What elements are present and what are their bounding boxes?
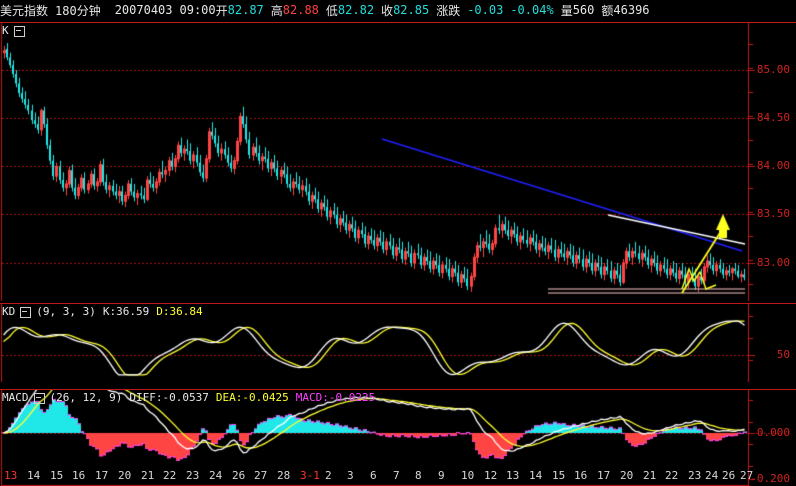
date-tick-label: 13: [4, 469, 18, 482]
macd-params[interactable]: (26, 12, 9): [49, 391, 123, 404]
date-tick-label: 3: [347, 469, 354, 482]
date-tick-label: 17: [95, 469, 109, 482]
date-axis: 13 14 15 16 17 20 21 22 23 24 26 27 28 3-1 2 3 6 7 8 9 10 12 1…: [0, 469, 796, 485]
date-tick-label: 17: [597, 469, 611, 482]
date-tick-label: 23: [186, 469, 200, 482]
price-panel-header: K: [2, 24, 30, 38]
kd-d-label: D:: [156, 305, 170, 318]
date-tick-label: 22: [665, 469, 679, 482]
macd-macd-value: -0.0225: [328, 391, 376, 404]
date-tick-label: 15: [50, 469, 64, 482]
date-tick-label: 27: [740, 469, 754, 482]
quote-date: 20070403: [114, 3, 173, 17]
low-label: 低: [325, 3, 338, 18]
macd-macd-label: MACD:: [295, 391, 329, 404]
kd-params[interactable]: (9, 3, 3): [36, 305, 96, 318]
macd-diff-value: -0.0537: [162, 391, 209, 404]
date-tick-label: 28: [277, 469, 291, 482]
change-percent-value: -0.04%: [510, 3, 554, 17]
date-tick-label: 23: [688, 469, 702, 482]
kd-chart-canvas[interactable]: [0, 304, 796, 382]
volume-label: 量: [560, 3, 573, 18]
date-tick-label: 14: [27, 469, 41, 482]
kd-panel-title: KD: [2, 305, 16, 318]
kd-d-value: 36.84: [169, 305, 203, 318]
date-tick-label: 15: [552, 469, 566, 482]
amount-label: 额: [601, 3, 614, 18]
date-tick-label: 24: [209, 469, 223, 482]
volume-value: 560: [572, 3, 595, 17]
date-tick-label: 6: [370, 469, 377, 482]
macd-diff-label: DIFF:: [129, 391, 163, 404]
kd-indicator-panel[interactable]: KD (9, 3, 3) K: 36.59 D: 36.84 50: [0, 303, 796, 382]
kd-panel-header: KD (9, 3, 3) K: 36.59 D: 36.84: [2, 305, 203, 319]
kd-k-label: K:: [102, 305, 117, 318]
low-value: 82.82: [337, 3, 375, 17]
date-tick-label: 7: [393, 469, 400, 482]
macd-indicator-panel[interactable]: MACD (26, 12, 9) DIFF: -0.0537 DEA: -0.042…: [0, 389, 796, 486]
date-tick-label: 21: [643, 469, 657, 482]
date-tick-label: 24: [705, 469, 719, 482]
date-tick-label: 20: [118, 469, 132, 482]
macd-panel-header: MACD (26, 12, 9) DIFF: -0.0537 DEA: -0.042…: [2, 391, 375, 405]
date-tick-label: 26: [232, 469, 246, 482]
date-tick-label: 27: [254, 469, 268, 482]
minus-box-icon[interactable]: [20, 306, 32, 318]
date-tick-label: 12: [484, 469, 498, 482]
macd-dea-value: -0.0425: [242, 391, 289, 404]
date-tick-label: 3-1: [300, 469, 320, 482]
minus-box-icon[interactable]: [13, 25, 25, 37]
quote-info-bar: 美元指数 180分钟 20070403 09:00 开 82.87 高 82.88 …: [0, 0, 796, 20]
price-chart-canvas[interactable]: [0, 23, 796, 301]
date-tick-label: 16: [72, 469, 86, 482]
symbol-name[interactable]: 美元指数: [0, 3, 49, 18]
date-tick-label: 2: [325, 469, 332, 482]
open-value: 82.87: [227, 3, 264, 17]
high-value: 82.88: [282, 3, 319, 17]
date-tick-label: 10: [461, 469, 475, 482]
open-label: 开: [215, 3, 228, 18]
close-label: 收: [381, 3, 394, 18]
date-tick-label: 16: [574, 469, 588, 482]
price-candlestick-panel[interactable]: K 85.00 84.50 84.00 83.50 83.00: [0, 22, 796, 301]
macd-panel-title: MACD: [2, 391, 29, 404]
period-label[interactable]: 180分钟: [55, 3, 101, 18]
kd-k-value: 36.59: [116, 305, 150, 318]
date-tick-label: 9: [438, 469, 445, 482]
high-label: 高: [270, 3, 283, 18]
macd-dea-label: DEA:: [215, 391, 243, 404]
price-panel-title: K: [2, 24, 9, 37]
date-tick-label: 26: [722, 469, 736, 482]
close-value: 82.85: [393, 3, 430, 17]
date-tick-label: 20: [620, 469, 634, 482]
date-tick-label: 14: [529, 469, 543, 482]
date-tick-label: 13: [506, 469, 520, 482]
date-tick-label: 21: [141, 469, 155, 482]
minus-box-icon[interactable]: [33, 392, 45, 404]
date-tick-label: 8: [415, 469, 422, 482]
macd-chart-canvas[interactable]: [0, 390, 796, 486]
change-value: -0.03: [467, 3, 504, 17]
amount-value: 46396: [613, 3, 650, 17]
change-label: 涨跌: [436, 3, 461, 18]
quote-time: 09:00: [179, 3, 216, 17]
date-tick-label: 22: [163, 469, 177, 482]
